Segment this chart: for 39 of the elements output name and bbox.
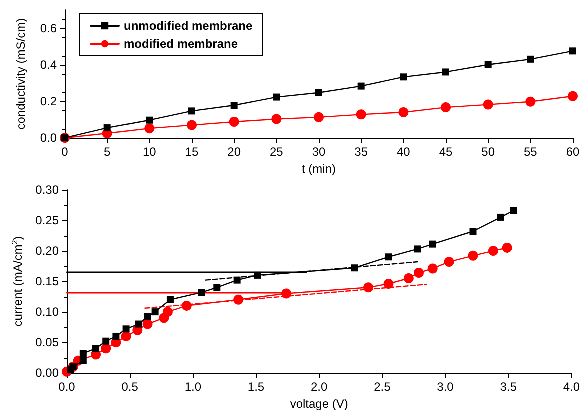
x-tick-label: 20 [228, 145, 242, 160]
x-tick-label: 60 [566, 145, 580, 160]
x-tick-label: 0 [62, 145, 69, 160]
y-axis-title: current (mA/cm2) [10, 236, 25, 327]
y-tick-label: 0.25 [36, 214, 60, 228]
y-axis-title: conductivity (mS/cm) [14, 18, 28, 130]
y-tick-label: 0.2 [40, 94, 58, 108]
y-tick-label: 0.6 [40, 21, 58, 36]
x-tick-label: 5 [104, 145, 111, 160]
x-tick-label: 50 [482, 145, 496, 160]
y-tick-label: 0.15 [36, 274, 60, 289]
x-tick-label: 3.5 [500, 380, 518, 394]
y-tick-label: 0.30 [36, 183, 60, 197]
y-tick-label: 0.20 [36, 244, 60, 258]
x-tick-label: 25 [270, 145, 284, 160]
y-tick-label: 0.0 [40, 131, 58, 146]
y-tick-label: 0.05 [36, 336, 60, 350]
x-tick-label: 15 [185, 145, 199, 160]
x-tick-label: 55 [524, 145, 538, 160]
y-tick-label: 0.00 [36, 366, 60, 380]
x-tick-label: 10 [142, 145, 157, 160]
y-tick-label: 0.4 [40, 58, 58, 72]
x-tick-label: 0.5 [122, 380, 139, 394]
x-tick-label: 45 [439, 145, 453, 160]
x-tick-label: 1.0 [184, 380, 202, 394]
x-tick-label: 30 [312, 145, 326, 160]
x-axis-title: t (min) [302, 162, 336, 176]
x-tick-label: 2.0 [310, 380, 328, 394]
legend-label: modified membrane [124, 37, 238, 51]
x-tick-label: 4.0 [563, 380, 580, 394]
x-tick-label: 35 [354, 145, 368, 160]
x-axis-title: voltage (V) [290, 397, 348, 411]
x-tick-label: 2.5 [374, 380, 392, 394]
x-tick-label: 40 [396, 145, 411, 160]
x-tick-label: 0.0 [58, 380, 76, 394]
x-tick-label: 3.0 [437, 380, 454, 394]
y-tick-label: 0.10 [36, 305, 60, 320]
x-tick-label: 1.5 [248, 380, 265, 394]
legend-label: unmodified membrane [124, 19, 254, 33]
